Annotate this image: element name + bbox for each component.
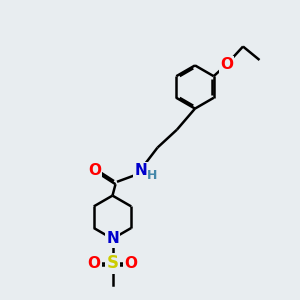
- Text: S: S: [106, 254, 119, 272]
- Text: N: N: [135, 163, 147, 178]
- Text: N: N: [106, 231, 119, 246]
- Text: O: O: [88, 163, 101, 178]
- Text: O: O: [124, 256, 138, 271]
- Text: O: O: [220, 57, 233, 72]
- Text: O: O: [87, 256, 101, 271]
- Text: H: H: [147, 169, 158, 182]
